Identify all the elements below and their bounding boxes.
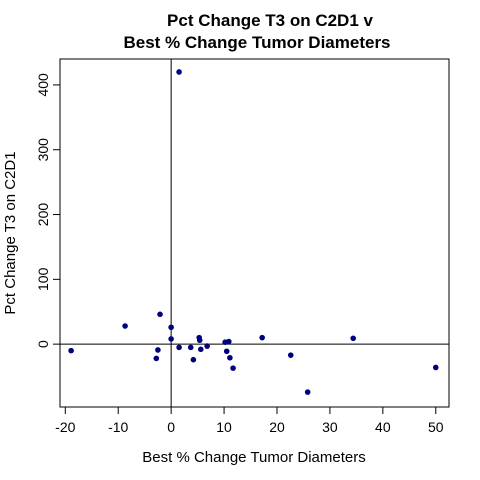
x-tick-label: 30 [322, 419, 338, 435]
data-point [153, 355, 160, 362]
y-tick-label: 400 [35, 73, 51, 97]
data-point [157, 311, 163, 318]
x-axis: -20 -10 0 10 20 30 40 50 [55, 407, 444, 435]
data-points [68, 69, 439, 395]
data-point [204, 343, 210, 349]
data-point [432, 364, 439, 371]
data-point [350, 335, 357, 342]
data-point [155, 347, 161, 353]
plot-frame [59, 58, 450, 408]
data-point [226, 338, 232, 345]
y-tick-label: 300 [35, 138, 51, 162]
x-tick-label: 20 [269, 419, 285, 435]
y-tick-label: 200 [35, 203, 51, 227]
reference-lines [60, 59, 449, 407]
data-point [259, 334, 265, 341]
data-point [176, 344, 182, 351]
data-point [227, 354, 233, 361]
data-point [304, 389, 311, 395]
x-tick-label: 40 [375, 419, 391, 435]
data-point [176, 69, 182, 75]
data-point [196, 337, 203, 344]
data-point [168, 336, 174, 342]
chart-title-line-1: Pct Change T3 on C2D1 v [167, 11, 373, 30]
data-point [223, 348, 230, 355]
data-point [168, 324, 174, 331]
x-tick-label: -10 [108, 419, 128, 435]
data-point [190, 356, 197, 363]
x-tick-label: 10 [216, 419, 232, 435]
x-tick-label: 0 [167, 419, 175, 435]
x-tick-label: 50 [428, 419, 444, 435]
data-point [122, 323, 128, 329]
y-axis: 0 100 200 300 400 [35, 73, 60, 348]
x-tick-label: -20 [55, 419, 75, 435]
x-axis-label: Best % Change Tumor Diameters [142, 449, 365, 466]
data-point [197, 346, 204, 353]
data-point [187, 344, 194, 351]
y-axis-label: Pct Change T3 on C2D1 [2, 151, 19, 314]
y-tick-label: 0 [35, 340, 51, 348]
chart-title-line-2: Best % Change Tumor Diameters [123, 33, 390, 52]
y-tick-label: 100 [35, 267, 51, 291]
data-point [287, 352, 294, 358]
data-point [68, 347, 74, 354]
data-point [230, 365, 236, 371]
